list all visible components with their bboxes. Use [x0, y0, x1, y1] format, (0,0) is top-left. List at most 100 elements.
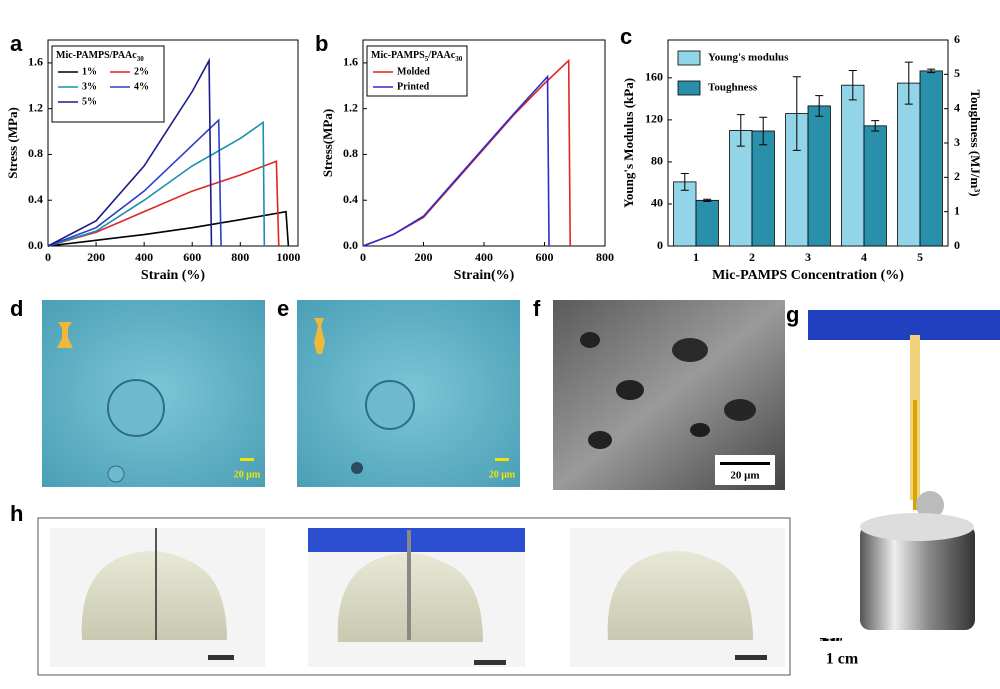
y-tick-label: 0.0 [343, 238, 358, 252]
legend-label: Molded [397, 66, 430, 77]
series-line [362, 74, 550, 247]
error-bar [792, 76, 801, 151]
y-tick-label: 1.2 [343, 100, 358, 114]
bar [897, 82, 921, 247]
legend-label: Printed [397, 81, 430, 92]
scale-label: 20 μm [489, 469, 516, 480]
error-bar [680, 172, 689, 191]
plot-frame [47, 39, 299, 247]
legend-label: 4% [134, 81, 149, 92]
panel-label: e [277, 296, 289, 321]
x-tick-label: 5 [917, 250, 923, 264]
legend-label: Toughness [708, 82, 758, 94]
series-line [47, 160, 280, 247]
error-bar [703, 198, 712, 202]
x-tick-label: 600 [536, 250, 554, 264]
y-axis-label: Stress(MPa) [320, 109, 335, 177]
watermark: 南极熊3D打 [805, 632, 913, 656]
x-tick-label: 1 [693, 250, 699, 264]
error-bar [904, 61, 913, 105]
panel-label: f [533, 296, 541, 321]
legend-label: 3% [82, 81, 97, 92]
x-tick-label: 400 [135, 250, 153, 264]
y-tick-label: 2 [954, 169, 960, 183]
y-tick-label: 0 [954, 238, 960, 252]
legend-box [51, 45, 165, 123]
bar [919, 70, 943, 247]
legend-label: 1% [82, 66, 97, 77]
legend-label: Young's modulus [708, 52, 789, 64]
bar [695, 199, 719, 247]
photo-h [37, 517, 791, 676]
x-tick-label: 800 [596, 250, 614, 264]
y-tick-label: 1.6 [343, 55, 358, 69]
y-tick-label: 0.8 [343, 146, 358, 160]
legend-title-part: 30 [455, 55, 463, 63]
legend-swatch [677, 50, 701, 66]
error-bar [759, 116, 768, 146]
x-axis-label: Mic-PAMPS Concentration (%) [712, 268, 904, 283]
y-tick-label: 6 [954, 32, 960, 46]
x-axis-label: Strain (%) [141, 268, 206, 283]
x-tick-label: 0 [45, 250, 51, 264]
bar [673, 181, 697, 247]
panel-label: a [10, 31, 23, 56]
panel-label: b [315, 31, 328, 56]
x-tick-label: 0 [360, 250, 366, 264]
x-tick-label: 400 [475, 250, 493, 264]
y-tick-label: 120 [645, 112, 663, 126]
scale-label: 20 μm [730, 470, 759, 482]
panel-label: d [10, 296, 23, 321]
x-tick-label: 2 [749, 250, 755, 264]
error-bar [848, 69, 857, 101]
y-tick-label: 0.4 [343, 192, 358, 206]
error-bar [871, 120, 880, 132]
series-line [47, 118, 222, 247]
panel-label: g [786, 302, 799, 327]
y-tick-label: 80 [651, 154, 663, 168]
series-line [47, 210, 290, 247]
legend-label: 5% [82, 96, 97, 107]
y-tick-label: 0 [657, 238, 663, 252]
x-tick-label: 200 [415, 250, 433, 264]
micrograph-d: 20 μm [42, 300, 265, 487]
bar [807, 105, 831, 247]
micrograph-e: 20 μm [297, 300, 520, 487]
y2-axis-label: Toughness (MJ/m³) [968, 89, 983, 196]
series-line [47, 120, 266, 247]
legend-title-part: Mic-PAMPS/PAAc [56, 50, 137, 61]
photo-g: 1 cm 南极熊3D打 [805, 300, 1000, 689]
y-tick-label: 5 [954, 66, 960, 80]
series-line [47, 57, 213, 247]
legend-title: Mic-PAMPS5/PAAc30 [371, 50, 463, 62]
y-tick-label: 0.8 [28, 146, 43, 160]
y-tick-label: 0.4 [28, 192, 43, 206]
x-tick-label: 1000 [276, 250, 300, 264]
y-axis-label: Young's Modulus (kPa) [621, 78, 636, 208]
y-tick-label: 3 [954, 135, 960, 149]
y-tick-label: 160 [645, 70, 663, 84]
y-tick-label: 0.0 [28, 238, 43, 252]
legend-title-part: Mic-PAMPS [371, 50, 425, 61]
x-tick-label: 4 [861, 250, 867, 264]
error-bar [736, 114, 745, 147]
legend-title-part: /PAAc [427, 50, 456, 61]
panel-label: c [620, 24, 632, 49]
bar [751, 130, 775, 247]
error-bar [815, 95, 824, 117]
x-tick-label: 200 [87, 250, 105, 264]
bar [863, 125, 887, 247]
y-tick-label: 1 [954, 203, 960, 217]
scale-label: 20 μm [234, 469, 261, 480]
sem-image-f: 20 μm [553, 300, 785, 490]
y-tick-label: 40 [651, 196, 663, 210]
error-bar [927, 68, 936, 74]
panel-label: h [10, 501, 23, 526]
legend-title: Mic-PAMPS/PAAc30 [56, 50, 144, 62]
bar [729, 129, 753, 247]
x-axis-label: Strain(%) [454, 268, 515, 283]
y-axis-label: Stress (MPa) [5, 107, 20, 179]
legend-title-part: 5 [425, 55, 429, 63]
y-tick-label: 1.2 [28, 100, 43, 114]
